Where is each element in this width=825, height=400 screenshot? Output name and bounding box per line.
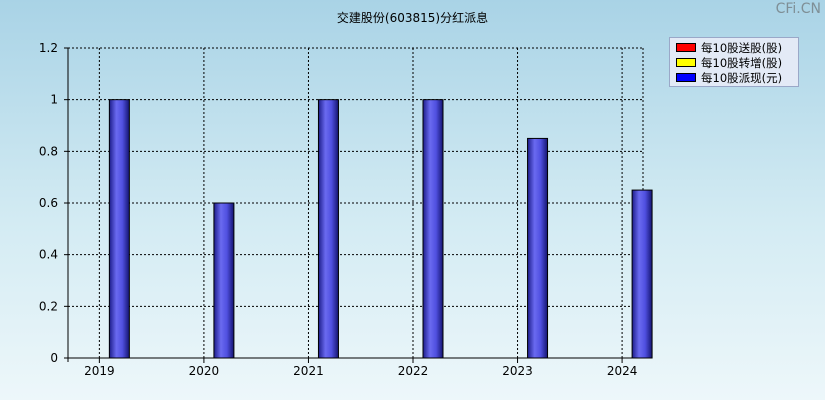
bar-2021 — [317, 99, 339, 359]
legend-swatch-red — [676, 43, 696, 52]
watermark: CFi.CN — [775, 1, 821, 17]
legend-item-capitalization: 每10股转增(股) — [676, 55, 798, 70]
legend-item-bonus-shares: 每10股送股(股) — [676, 40, 798, 55]
y-tick-label: 0 — [50, 351, 58, 365]
legend-label: 每10股转增(股) — [701, 55, 783, 70]
legend-swatch-yellow — [676, 58, 696, 67]
x-tick-label: 2020 — [189, 364, 220, 378]
bar-2019 — [108, 99, 130, 359]
chart-title: 交建股份(603815)分红派息 — [336, 11, 489, 25]
bar-2022 — [422, 99, 444, 359]
y-tick-label: 0.8 — [39, 144, 58, 158]
bar-2023 — [527, 137, 549, 359]
x-tick-label: 2021 — [293, 364, 324, 378]
legend-item-cash-dividend: 每10股派现(元) — [676, 70, 798, 85]
legend-label: 每10股派现(元) — [701, 70, 783, 85]
x-tick-label: 2024 — [607, 364, 638, 378]
x-tick-label: 2023 — [502, 364, 533, 378]
x-tick-label: 2019 — [84, 364, 115, 378]
x-tick-label: 2022 — [398, 364, 429, 378]
y-tick-label: 1.2 — [39, 41, 58, 55]
legend-swatch-blue — [676, 73, 696, 82]
bar-2020 — [213, 202, 235, 359]
legend-label: 每10股送股(股) — [701, 40, 783, 55]
legend: 每10股送股(股) 每10股转增(股) 每10股派现(元) — [669, 37, 799, 87]
y-tick-label: 0.6 — [39, 196, 58, 210]
y-tick-label: 0.4 — [39, 248, 58, 262]
bar-2024 — [631, 189, 653, 359]
y-tick-label: 1 — [50, 93, 58, 107]
y-tick-label: 0.2 — [39, 299, 58, 313]
